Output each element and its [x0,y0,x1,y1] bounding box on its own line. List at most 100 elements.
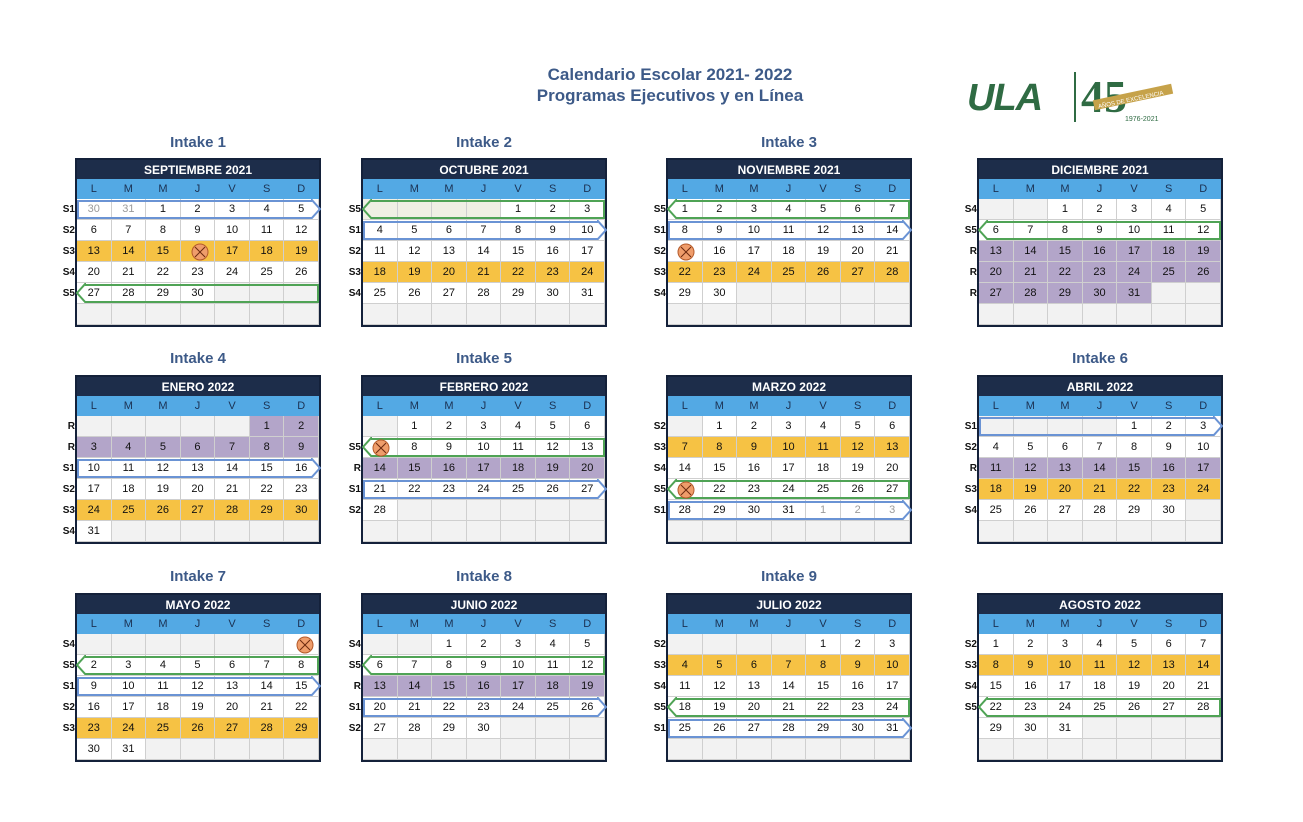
arrow-right-icon [311,458,321,478]
day-cell: 15 [146,241,181,262]
day-cell: 10 [77,458,112,479]
day-cell [771,521,807,542]
day-cell: 11 [1151,220,1187,241]
day-cell: 5 [146,437,181,458]
weekday-header: S [249,396,285,416]
weekday-header: M [1048,614,1083,634]
day-cell: 19 [1013,479,1049,500]
day-cell: 5 [840,416,876,437]
day-cell: 9 [1151,437,1187,458]
week-session-label: S5 [964,702,977,713]
day-cell: 22 [806,697,841,718]
week-session-label: S3 [964,484,977,495]
weekday-header: J [466,179,502,199]
day-cell: 9 [1082,220,1118,241]
day-cell: 26 [284,262,319,283]
day-cell [1186,718,1221,739]
day-cell: 30 [737,500,772,521]
day-cell [535,718,571,739]
day-cell: 23 [840,697,876,718]
day-cell [979,739,1014,760]
day-cell [501,521,536,542]
day-cell: 11 [979,458,1014,479]
day-cell [466,199,502,220]
day-cell: 22 [249,479,285,500]
day-cell [1151,739,1187,760]
week-session-label: S2 [964,639,977,650]
week-session-label: S1 [653,225,666,236]
week-session-label: S5 [348,442,361,453]
intake-label: Intake 2 [456,134,512,151]
title-line-1: Calendario Escolar 2021- 2022 [547,65,793,84]
day-cell: 13 [840,220,876,241]
week-session-label: R [67,442,75,453]
day-cell: 3 [875,634,910,655]
week-session-label: S5 [62,660,75,671]
day-cell: 27 [432,283,467,304]
day-cell: 20 [77,262,112,283]
day-cell: 29 [432,718,467,739]
day-cell: 7 [215,437,250,458]
week-session-label: S4 [62,639,75,650]
day-cell: 6 [979,220,1014,241]
day-cell [363,739,398,760]
day-cell [840,739,876,760]
weekday-header: J [1082,396,1118,416]
weekday-header: V [806,614,841,634]
day-cell: 19 [146,479,181,500]
weekday-header: M [1013,396,1049,416]
intake-label: Intake 8 [456,568,512,585]
day-cell: 13 [570,437,605,458]
weekday-header: S [840,179,876,199]
day-cell: 25 [1082,697,1118,718]
day-cell: 18 [146,697,181,718]
day-cell [702,634,738,655]
day-cell [501,304,536,325]
day-cell [77,416,112,437]
weekday-header: J [771,614,807,634]
weekday-header: V [501,614,536,634]
arrow-right-icon [597,220,607,240]
day-cell [668,241,703,262]
day-cell [1186,739,1221,760]
day-cell: 1 [1117,416,1152,437]
arrow-left-icon [978,697,988,717]
day-cell [979,416,1014,437]
day-cell: 10 [501,655,536,676]
day-cell: 11 [501,437,536,458]
day-cell: 5 [535,416,571,437]
day-cell: 15 [1117,458,1152,479]
day-cell: 27 [77,283,112,304]
day-cell: 2 [432,416,467,437]
day-cell: 9 [77,676,112,697]
day-cell: 27 [875,479,910,500]
weekday-header: J [180,179,216,199]
day-cell: 15 [501,241,536,262]
day-cell: 13 [875,437,910,458]
day-cell: 12 [806,220,841,241]
day-cell: 3 [1048,634,1083,655]
weekday-header: L [668,396,703,416]
day-cell [1151,521,1187,542]
weekday-header: L [979,396,1014,416]
day-cell: 15 [702,458,738,479]
day-cell: 23 [535,262,571,283]
weekday-header: S [1151,179,1187,199]
day-cell: 3 [501,634,536,655]
day-cell [840,283,876,304]
day-cell: 8 [249,437,285,458]
day-cell: 24 [1117,262,1152,283]
day-cell: 5 [806,199,841,220]
day-cell: 6 [840,199,876,220]
weekday-header: J [771,396,807,416]
week-session-label: R [353,463,361,474]
day-cell: 26 [535,479,571,500]
day-cell: 23 [432,479,467,500]
day-cell [1013,304,1049,325]
week-session-label: S1 [964,421,977,432]
day-cell: 20 [875,458,910,479]
week-session-label: S1 [348,484,361,495]
day-cell [249,521,285,542]
day-cell: 20 [1151,676,1187,697]
weekday-header: M [1013,179,1049,199]
